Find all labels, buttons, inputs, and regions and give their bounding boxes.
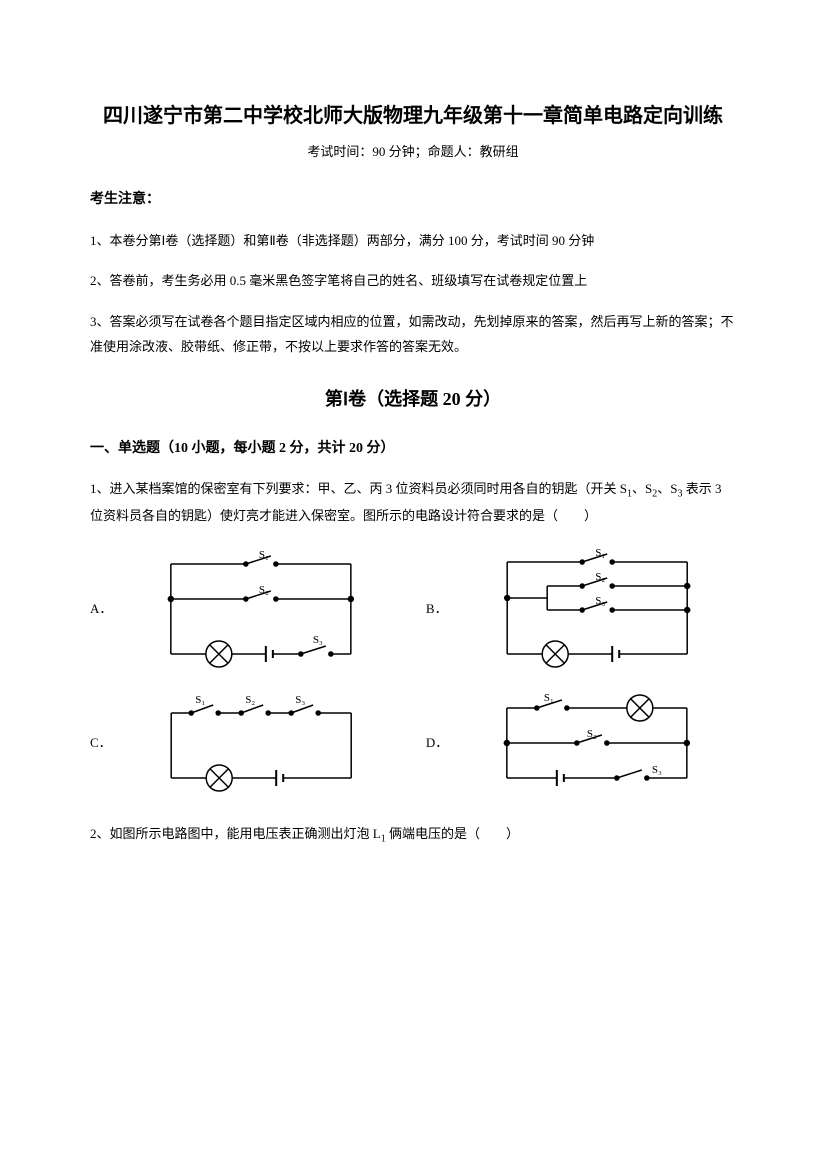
s1-label: S₁ <box>544 692 554 704</box>
notice-item-1: 1、本卷分第Ⅰ卷（选择题）和第Ⅱ卷（非选择题）两部分，满分 100 分，考试时间… <box>90 229 736 254</box>
s3-label: S₃ <box>295 694 305 706</box>
s1-label: S₁ <box>259 549 269 561</box>
s2-label: S₂ <box>587 728 597 740</box>
option-b-label: B． <box>426 597 448 620</box>
option-d-cell: D． <box>426 688 736 798</box>
notice-header: 考生注意： <box>90 187 736 212</box>
q1-part-b: 、S <box>632 481 652 496</box>
s2-label: S₂ <box>595 571 605 583</box>
option-b-cell: B． <box>426 544 736 674</box>
s1-label: S₁ <box>595 547 605 559</box>
option-c-label: C． <box>90 731 112 754</box>
exam-title: 四川遂宁市第二中学校北师大版物理九年级第十一章简单电路定向训练 <box>90 100 736 132</box>
option-a-cell: A． <box>90 544 400 674</box>
s2-label: S₂ <box>259 584 269 596</box>
q2-part-a: 2、如图所示电路图中，能用电压表正确测出灯泡 L <box>90 826 381 841</box>
circuit-b: S₁ S₂ S₃ <box>458 544 736 674</box>
q1-part-c: 、S <box>657 481 677 496</box>
s2-label: S₂ <box>245 694 255 706</box>
circuit-c: S₁ S₂ S₃ <box>122 688 400 798</box>
diagram-row-2: C． <box>90 688 736 798</box>
s3-label: S₃ <box>652 764 662 776</box>
circuit-d: S₁ S₂ S₃ <box>458 688 736 798</box>
question-2: 2、如图所示电路图中，能用电压表正确测出灯泡 L1 俩端电压的是（ ） <box>90 822 736 849</box>
s3-label: S₃ <box>595 595 605 607</box>
notice-item-2: 2、答卷前，考生务必用 0.5 毫米黑色签字笔将自己的姓名、班级填写在试卷规定位… <box>90 269 736 294</box>
s1-label: S₁ <box>195 694 205 706</box>
q2-part-b: 俩端电压的是（ ） <box>386 826 519 841</box>
circuit-a: S₁ S₂ S₃ <box>122 544 400 674</box>
option-a-label: A． <box>90 597 112 620</box>
s3-label: S₃ <box>313 634 323 646</box>
notice-item-3: 3、答案必须写在试卷各个题目指定区域内相应的位置，如需改动，先划掉原来的答案，然… <box>90 310 736 359</box>
section-header: 第Ⅰ卷（选择题 20 分） <box>90 383 736 415</box>
question-1: 1、进入某档案馆的保密室有下列要求：甲、乙、丙 3 位资料员必须同时用各自的钥匙… <box>90 477 736 528</box>
option-d-label: D． <box>426 731 448 754</box>
question-type: 一、单选题（10 小题，每小题 2 分，共计 20 分） <box>90 436 736 461</box>
exam-subtitle: 考试时间：90 分钟；命题人：教研组 <box>90 140 736 163</box>
option-c-cell: C． <box>90 688 400 798</box>
diagram-row-1: A． <box>90 544 736 674</box>
q1-part-a: 1、进入某档案馆的保密室有下列要求：甲、乙、丙 3 位资料员必须同时用各自的钥匙… <box>90 481 627 496</box>
